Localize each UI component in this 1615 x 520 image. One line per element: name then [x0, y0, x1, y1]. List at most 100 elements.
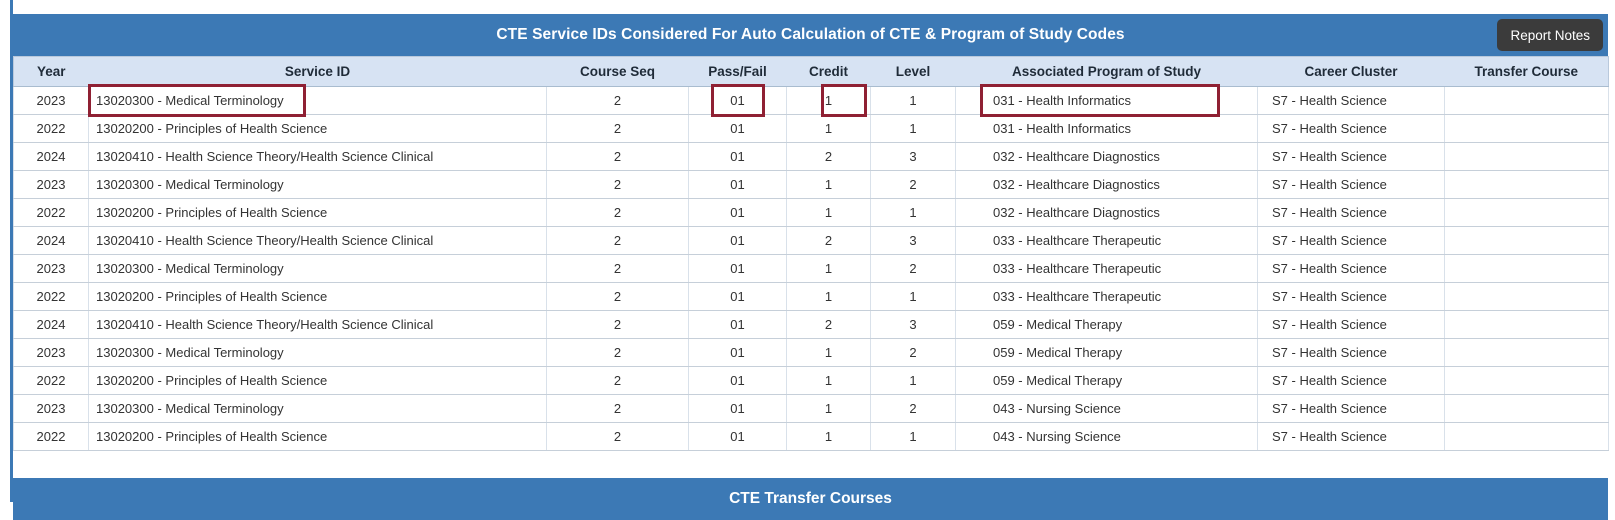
table-row: 2023 13020300 - Medical Terminology 2 01 1 2 0…	[13, 394, 1609, 423]
table-title: CTE Service IDs Considered For Auto Calc…	[496, 26, 1125, 43]
cell-course-seq: 2	[546, 226, 689, 255]
cell-pass-fail: 01	[688, 254, 787, 283]
cell-program-of-study: 033 - Healthcare Therapeutic	[955, 282, 1258, 311]
cell-transfer-course	[1444, 86, 1609, 115]
cell-year: 2022	[13, 198, 89, 227]
table-header-row: Year Service ID Course Seq Pass/Fail Credit L…	[13, 56, 1609, 87]
table-header-bar: CTE Service IDs Considered For Auto Calc…	[13, 14, 1608, 56]
cell-level: 2	[870, 170, 956, 199]
cell-program-of-study: 043 - Nursing Science	[955, 422, 1258, 451]
cell-course-seq: 2	[546, 86, 689, 115]
column-header-career-cluster: Career Cluster	[1257, 56, 1445, 87]
cell-transfer-course	[1444, 142, 1609, 171]
cell-credit: 1	[786, 114, 871, 143]
table-row: 2023 13020300 - Medical Terminology 2 01 1 2 0…	[13, 254, 1609, 283]
cell-level: 2	[870, 254, 956, 283]
cell-service-id: 13020410 - Health Science Theory/Health …	[88, 226, 547, 255]
cell-service-id: 13020200 - Principles of Health Science	[88, 114, 547, 143]
cte-transfer-courses-bar: CTE Transfer Courses	[13, 478, 1608, 520]
table-row: 2023 13020300 - Medical Terminology 2 01 1 2 0…	[13, 338, 1609, 367]
cell-year: 2023	[13, 170, 89, 199]
column-header-pass-fail: Pass/Fail	[688, 56, 787, 87]
cell-course-seq: 2	[546, 338, 689, 367]
cell-credit: 1	[786, 170, 871, 199]
highlight-box-service-id	[88, 84, 306, 117]
cell-transfer-course	[1444, 170, 1609, 199]
report-notes-button[interactable]: Report Notes	[1497, 19, 1603, 51]
cell-level: 3	[870, 142, 956, 171]
cell-career-cluster: S7 - Health Science	[1257, 142, 1445, 171]
cell-transfer-course	[1444, 282, 1609, 311]
cell-credit: 1	[786, 282, 871, 311]
cell-career-cluster: S7 - Health Science	[1257, 366, 1445, 395]
cell-level: 1	[870, 86, 956, 115]
column-header-program-of-study: Associated Program of Study	[955, 56, 1258, 87]
cell-transfer-course	[1444, 394, 1609, 423]
cell-service-id: 13020300 - Medical Terminology	[88, 338, 547, 367]
cell-credit: 1	[786, 254, 871, 283]
cell-program-of-study: 032 - Healthcare Diagnostics	[955, 170, 1258, 199]
cell-level: 2	[870, 394, 956, 423]
cell-level: 1	[870, 422, 956, 451]
table-row: 2022 13020200 - Principles of Health Scie…	[13, 198, 1609, 227]
cell-career-cluster: S7 - Health Science	[1257, 310, 1445, 339]
column-header-service-id: Service ID	[88, 56, 547, 87]
table-row: 2023 13020300 - Medical Terminology 2 01 1 2 0…	[13, 170, 1609, 199]
cell-transfer-course	[1444, 338, 1609, 367]
cell-year: 2023	[13, 394, 89, 423]
cell-level: 3	[870, 226, 956, 255]
cell-program-of-study: 043 - Nursing Science	[955, 394, 1258, 423]
cell-pass-fail: 01	[688, 310, 787, 339]
cell-career-cluster: S7 - Health Science	[1257, 226, 1445, 255]
report-section: CTE Service IDs Considered For Auto Calc…	[13, 0, 1609, 520]
cell-credit: 1	[786, 198, 871, 227]
cell-service-id: 13020300 - Medical Terminology	[88, 254, 547, 283]
cell-transfer-course	[1444, 226, 1609, 255]
cell-credit: 1	[786, 394, 871, 423]
cell-career-cluster: S7 - Health Science	[1257, 198, 1445, 227]
cell-pass-fail: 01	[688, 394, 787, 423]
cell-level: 1	[870, 282, 956, 311]
cell-level: 2	[870, 338, 956, 367]
cell-pass-fail: 01	[688, 114, 787, 143]
cell-credit: 1	[786, 338, 871, 367]
cell-pass-fail: 01	[688, 84, 787, 117]
cell-credit: 2	[786, 142, 871, 171]
cell-course-seq: 2	[546, 114, 689, 143]
highlight-box-program-of-study	[980, 84, 1220, 117]
cell-service-id: 13020200 - Principles of Health Science	[88, 198, 547, 227]
cell-service-id: 13020300 - Medical Terminology	[88, 170, 547, 199]
cell-career-cluster: S7 - Health Science	[1257, 422, 1445, 451]
cell-service-id: 13020200 - Principles of Health Science	[88, 422, 547, 451]
cell-year: 2023	[13, 338, 89, 367]
highlight-box-credit	[820, 84, 867, 117]
cell-year: 2022	[13, 114, 89, 143]
table-row: 2024 13020410 - Health Science Theory/Hea…	[13, 226, 1609, 255]
cell-pass-fail: 01	[688, 142, 787, 171]
left-accent-line	[10, 0, 13, 502]
cell-service-id: 13020410 - Health Science Theory/Health …	[88, 310, 547, 339]
cell-course-seq: 2	[546, 254, 689, 283]
cell-course-seq: 2	[546, 282, 689, 311]
cell-pass-fail: 01	[688, 282, 787, 311]
cell-program-of-study: 031 - Health Informatics	[955, 114, 1258, 143]
cell-year: 2022	[13, 282, 89, 311]
cell-year: 2024	[13, 226, 89, 255]
cell-course-seq: 2	[546, 170, 689, 199]
cell-pass-fail: 01	[688, 170, 787, 199]
cell-program-of-study: 031 - Health Informatics	[955, 84, 1258, 117]
column-header-level: Level	[870, 56, 956, 87]
cell-pass-fail: 01	[688, 338, 787, 367]
cell-program-of-study: 032 - Healthcare Diagnostics	[955, 142, 1258, 171]
cell-career-cluster: S7 - Health Science	[1257, 282, 1445, 311]
cell-level: 1	[870, 198, 956, 227]
cell-course-seq: 2	[546, 366, 689, 395]
cell-transfer-course	[1444, 114, 1609, 143]
cell-pass-fail: 01	[688, 198, 787, 227]
cell-service-id: 13020200 - Principles of Health Science	[88, 282, 547, 311]
cell-course-seq: 2	[546, 142, 689, 171]
cell-transfer-course	[1444, 198, 1609, 227]
cell-career-cluster: S7 - Health Science	[1257, 338, 1445, 367]
cell-year: 2022	[13, 366, 89, 395]
cell-credit: 1	[786, 84, 871, 117]
